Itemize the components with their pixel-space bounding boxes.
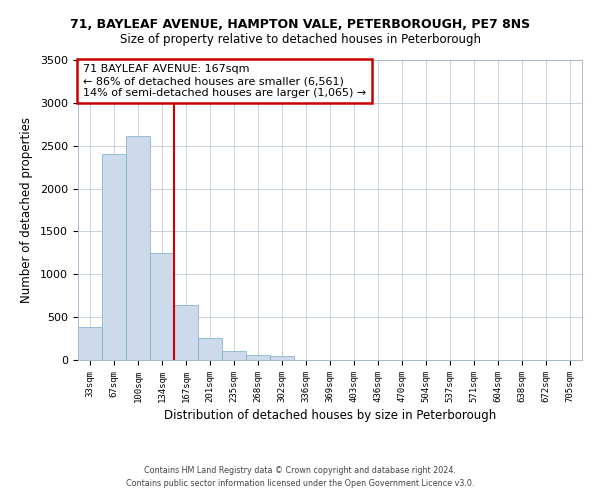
Y-axis label: Number of detached properties: Number of detached properties [20,117,33,303]
Text: Contains HM Land Registry data © Crown copyright and database right 2024.
Contai: Contains HM Land Registry data © Crown c… [126,466,474,487]
Bar [150,253,174,360]
Bar [78,326,102,360]
Bar [246,356,270,360]
Text: Size of property relative to detached houses in Peterborough: Size of property relative to detached ho… [119,32,481,46]
X-axis label: Distribution of detached houses by size in Peterborough: Distribution of detached houses by size … [164,409,496,422]
Bar [222,352,246,360]
Bar [126,136,150,360]
Bar [270,356,294,360]
Text: 71 BAYLEAF AVENUE: 167sqm
← 86% of detached houses are smaller (6,561)
14% of se: 71 BAYLEAF AVENUE: 167sqm ← 86% of detac… [83,64,366,98]
Text: 71, BAYLEAF AVENUE, HAMPTON VALE, PETERBOROUGH, PE7 8NS: 71, BAYLEAF AVENUE, HAMPTON VALE, PETERB… [70,18,530,30]
Bar [102,154,126,360]
Bar [174,305,198,360]
Bar [198,338,222,360]
